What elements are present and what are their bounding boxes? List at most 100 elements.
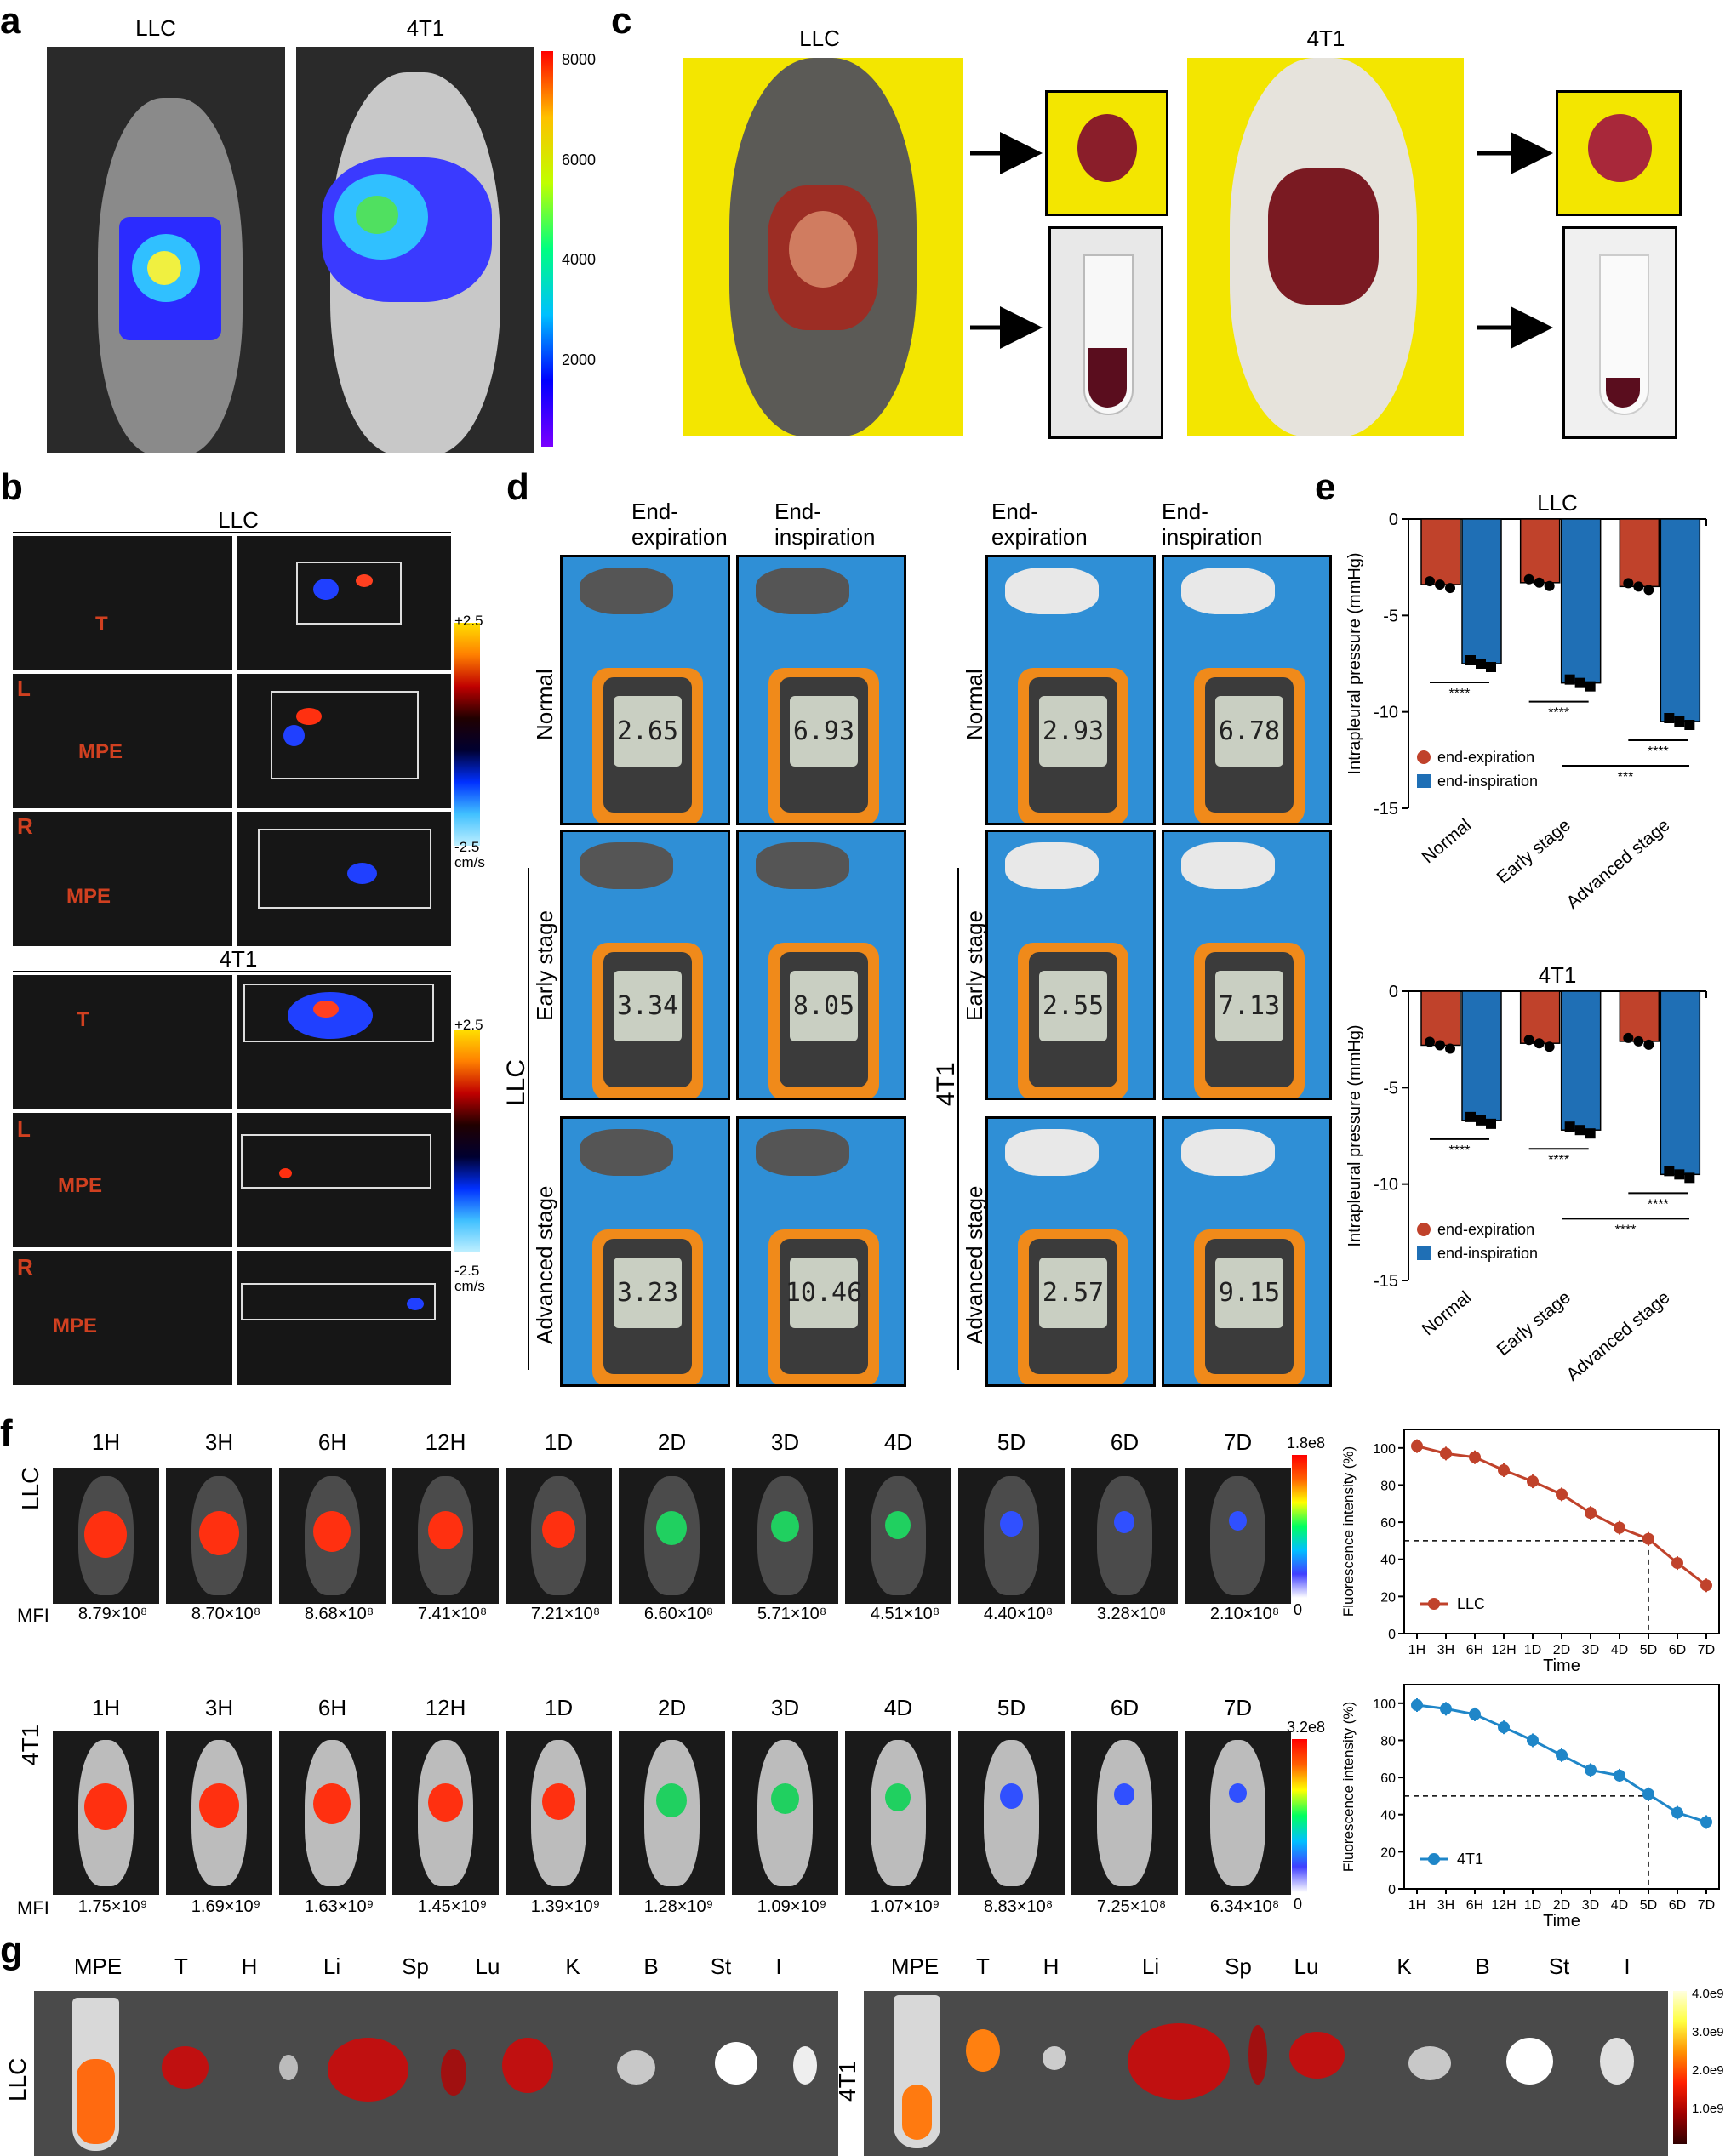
- panel-f-llc-time-label: 5D: [997, 1429, 1026, 1455]
- y-tick-label: -5: [1383, 607, 1398, 625]
- data-point: [1614, 1769, 1625, 1782]
- panel-f-t1-mfi-value: 6.34×10⁸: [1209, 1897, 1280, 1916]
- data-point: [1674, 716, 1685, 727]
- x-tick-label: Early stage: [1494, 815, 1574, 887]
- data-point: [1564, 674, 1575, 685]
- x-axis-label: Time: [1543, 1657, 1580, 1675]
- panel-f-llc-time-label: 12H: [425, 1429, 466, 1455]
- us-4t1-row3-doppler: [237, 1251, 451, 1385]
- panel-g-llc-organ-label: B: [643, 1954, 659, 1979]
- meter-photo-r3-c1: 3.23: [560, 1116, 730, 1387]
- panel-f-llc-cbar-max: 1.8e8: [1287, 1434, 1326, 1452]
- panel-f-4t1-label: 4T1: [17, 1724, 43, 1765]
- panel-letter-c: c: [611, 0, 632, 42]
- panel-g-llc-organ-label: T: [174, 1954, 188, 1979]
- panel-b-llc-colorbar: [454, 623, 480, 846]
- panel-f-llc-ivis-image: [166, 1468, 272, 1604]
- y-axis-label: Fluorescence intensity (%): [1340, 1702, 1357, 1872]
- panel-f-4t1-mfi-label: MFI: [17, 1897, 49, 1919]
- data-point: [1411, 1440, 1423, 1452]
- us-llc-row3-doppler: [237, 812, 451, 946]
- panel-f-t1-ivis-image: [732, 1731, 838, 1895]
- data-point: [1527, 1734, 1539, 1747]
- panel-f-llc-mfi-value: 6.60×10⁸: [643, 1605, 714, 1623]
- us-llc-row1-doppler: [237, 536, 451, 670]
- us-llc-annot-t: T: [95, 613, 108, 636]
- us-llc-row-label-r: R: [17, 813, 33, 839]
- meter-reading: 10.46: [786, 1258, 862, 1329]
- x-tick-label: 6H: [1466, 1898, 1483, 1913]
- us-4t1-annot-mpe-r: MPE: [53, 1315, 98, 1338]
- data-point: [1476, 659, 1486, 669]
- x-tick-label: Normal: [1419, 815, 1476, 867]
- x-tick-label: Advanced stage: [1562, 1287, 1673, 1384]
- bar-expiration: [1420, 990, 1461, 1047]
- data-point: [1664, 1166, 1675, 1177]
- panel-f-llc-mfi-value: 4.51×10⁸: [870, 1605, 940, 1623]
- panel-f-llc-ivis-image: [1185, 1468, 1291, 1604]
- panel-f-t1-time-label: 1H: [91, 1695, 121, 1720]
- panel-f-t1-time-label: 3D: [770, 1695, 800, 1720]
- panel-g-llc-organ-label: H: [241, 1954, 258, 1979]
- panel-f-llc-label: LLC: [17, 1466, 43, 1510]
- legend-marker: [1428, 1853, 1440, 1865]
- panel-g-llc-organ-label: St: [710, 1954, 732, 1979]
- meter-reading: 6.78: [1215, 696, 1283, 767]
- panel-f-llc-time-label: 2D: [657, 1429, 687, 1455]
- data-point: [1643, 585, 1654, 596]
- y-tick-label: -10: [1374, 704, 1398, 722]
- us-llc-row-label-l: L: [17, 676, 31, 701]
- panel-g-4t1-organ-label: K: [1397, 1954, 1412, 1979]
- significance-label: ****: [1548, 1153, 1569, 1167]
- data-point: [1498, 1721, 1510, 1734]
- panel-letter-g: g: [0, 1930, 23, 1971]
- panel-f-llc-ivis-image: [1071, 1468, 1178, 1604]
- legend-label: end-expiration: [1437, 749, 1534, 766]
- meter-reading: 3.23: [614, 1258, 682, 1329]
- panel-f-t1-time-label: 6D: [1110, 1695, 1140, 1720]
- y-tick-label: 100: [1373, 1697, 1396, 1712]
- meter-photo-r1-c3: 2.93: [985, 555, 1156, 825]
- data-point: [1556, 1748, 1568, 1761]
- bar-inspiration: [1560, 518, 1602, 684]
- panel-f-t1-ivis-image: [958, 1731, 1065, 1895]
- meter-reading: 7.13: [1215, 971, 1283, 1042]
- meter-photo-r1-c4: 6.78: [1162, 555, 1332, 825]
- panel-f-t1-ivis-image: [53, 1731, 159, 1895]
- data-point: [1486, 1118, 1496, 1129]
- x-tick-label: 3D: [1582, 1643, 1599, 1657]
- panel-b-4t1-cbar-bottom: -2.5: [454, 1263, 480, 1279]
- panel-b-llc-title-rule: [13, 532, 451, 533]
- data-point: [1614, 1521, 1625, 1534]
- panel-g-4t1-organ-image: [864, 1991, 1668, 2156]
- panel-f-t1-mfi-value: 1.28×10⁹: [643, 1897, 714, 1916]
- panel-d-row-early-llc: Early stage: [532, 910, 557, 1021]
- panel-a-cbar-tick-2000: 2000: [562, 351, 597, 368]
- panel-b-4t1-title: 4T1: [219, 946, 258, 972]
- x-tick-label: 12H: [1491, 1898, 1516, 1913]
- data-point: [1445, 1043, 1455, 1054]
- legend-marker: [1428, 1598, 1440, 1610]
- x-tick-label: 7D: [1698, 1643, 1715, 1657]
- panel-f-t1-ivis-image: [279, 1731, 386, 1895]
- data-point: [1411, 1699, 1423, 1711]
- panel-f-llc-cbar-min: 0: [1294, 1601, 1303, 1618]
- meter-reading: 3.34: [614, 971, 682, 1042]
- panel-f-llc-mfi-value: 4.40×10⁸: [983, 1605, 1054, 1623]
- us-4t1-row-label-r: R: [17, 1254, 33, 1280]
- meter-photo-r1-c2: 6.93: [736, 555, 906, 825]
- panel-letter-e: e: [1315, 466, 1336, 508]
- us-4t1-row1-bmode: [13, 975, 232, 1109]
- data-point: [1425, 1036, 1435, 1047]
- y-axis-label: Fluorescence intensity (%): [1340, 1446, 1357, 1617]
- data-point: [1425, 576, 1435, 587]
- data-point: [1534, 1038, 1545, 1049]
- panel-f-4t1-cbar-min: 0: [1294, 1896, 1303, 1913]
- line-chart-4t1-fluorescence: Fluorescence intensity (%) 0 20 40 60 80 100 1H…: [1340, 1684, 1720, 1931]
- panel-f-t1-ivis-image: [845, 1731, 951, 1895]
- meter-reading: 9.15: [1215, 1258, 1283, 1329]
- data-point: [1564, 1121, 1575, 1132]
- panel-f-llc-ivis-image: [958, 1468, 1065, 1604]
- us-llc-row1-bmode: [13, 536, 232, 670]
- significance-label: ****: [1449, 1144, 1471, 1158]
